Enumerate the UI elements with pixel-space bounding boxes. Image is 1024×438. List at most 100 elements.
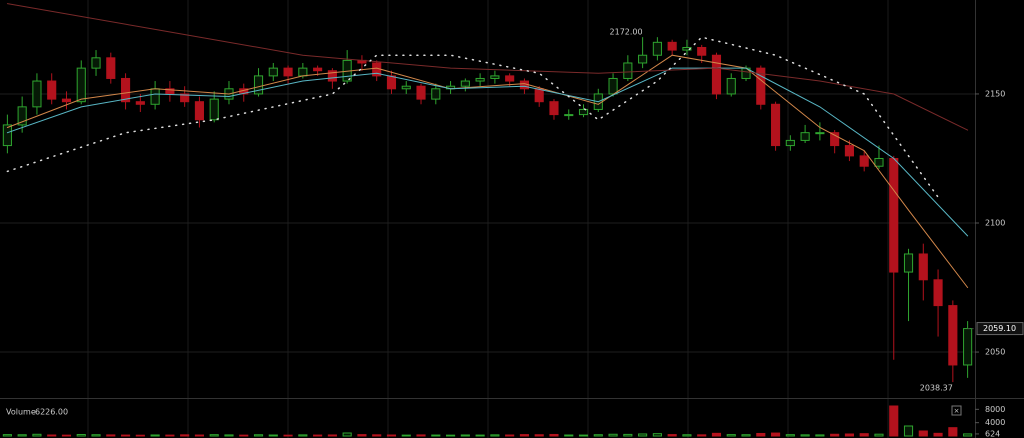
volume-bar [874, 433, 884, 437]
volume-bar [416, 434, 426, 437]
volume-bar [933, 432, 943, 437]
volume-bar [490, 434, 500, 437]
volume-bar [76, 434, 86, 437]
volume-bar [2, 434, 12, 437]
price-annotation: 2038.37 [920, 384, 953, 393]
candle-body [682, 46, 692, 51]
volume-bar [549, 433, 559, 437]
volume-bar [623, 433, 633, 437]
volume-bar [446, 434, 456, 437]
candle-body [815, 132, 825, 135]
volume-bar [889, 405, 899, 437]
candle-body [505, 75, 515, 82]
candle-body [844, 145, 854, 157]
candle-body [785, 139, 795, 147]
candle-body [431, 88, 441, 100]
volume-bar [534, 434, 544, 437]
volume-bar [121, 434, 131, 437]
volume-bar [91, 434, 101, 437]
candle-body [933, 279, 943, 307]
volume-bar [180, 434, 190, 437]
volume-bar [268, 434, 278, 437]
volume-bar [800, 434, 810, 437]
volume-bar [667, 434, 677, 437]
volume-bar [844, 433, 854, 437]
volume-readout: 6226.00 [35, 408, 68, 417]
volume-bar [963, 433, 973, 437]
candle-body [76, 67, 86, 103]
volume-bar [135, 434, 145, 437]
volume-bar [756, 432, 766, 437]
y-tick-label: 2050 [985, 348, 1005, 357]
volume-bar [741, 434, 751, 437]
volume-bar [327, 434, 337, 437]
candle-body [771, 103, 781, 147]
volume-bar [593, 434, 603, 437]
candle-body [667, 41, 677, 51]
volume-bar [431, 434, 441, 437]
candle-body [859, 155, 869, 167]
candle-body [298, 67, 308, 77]
volume-bar [726, 434, 736, 437]
volume-tick-label: 624 [985, 429, 1000, 438]
candle-body [490, 75, 500, 79]
volume-bar [386, 434, 397, 437]
volume-bar [948, 427, 958, 437]
indicator-line [6, 54, 969, 288]
candle-body [327, 70, 337, 82]
candle-body [253, 75, 264, 95]
volume-bar [460, 434, 470, 437]
candle-body [460, 80, 470, 87]
volume-bar [253, 434, 264, 437]
volume-bar [224, 434, 234, 437]
candle-body [963, 328, 973, 366]
candle-body [165, 88, 175, 95]
last-price-label: 2059.10 [983, 324, 1016, 333]
volume-bar [47, 434, 57, 437]
volume-bar [239, 434, 249, 437]
candle-body [638, 54, 648, 64]
volume-bar [918, 430, 928, 437]
volume-bar [564, 434, 574, 437]
candle-body [830, 132, 840, 147]
volume-bar [357, 434, 367, 437]
candle-body [106, 57, 116, 79]
candle-body [32, 80, 42, 108]
volume-bar [32, 433, 42, 437]
last-price-box [976, 322, 1024, 336]
volume-bar [165, 434, 175, 437]
volume-bar [859, 433, 869, 437]
volume-bar [283, 434, 293, 437]
volume-bar [194, 434, 204, 437]
candle-body [121, 77, 131, 103]
candle-body [47, 80, 57, 100]
volume-bar [61, 434, 72, 437]
volume-bar [505, 434, 515, 437]
candle-body [180, 93, 190, 103]
candle-body [194, 101, 204, 121]
volume-bar [17, 434, 27, 437]
y-tick-label: 2100 [985, 219, 1005, 228]
volume-tick-label: 8000 [985, 405, 1005, 414]
volume-bar [519, 434, 529, 437]
close-button[interactable] [951, 405, 962, 416]
candle-body [726, 77, 736, 95]
candle-body [652, 41, 662, 56]
candle-body [578, 108, 589, 116]
candle-body [948, 305, 958, 366]
volume-bar [697, 434, 707, 437]
close-icon[interactable]: × [954, 407, 960, 415]
candle-body [416, 85, 426, 100]
volume-bar [150, 434, 160, 437]
volume-bar [106, 434, 116, 437]
volume-bar [903, 425, 914, 437]
volume-bar [608, 433, 618, 437]
candle-body [268, 67, 278, 77]
candle-body [135, 101, 145, 105]
candle-body [313, 67, 323, 72]
volume-tick-label: 4000 [985, 418, 1005, 427]
volume-bar [785, 434, 795, 437]
candle-body [874, 157, 884, 167]
